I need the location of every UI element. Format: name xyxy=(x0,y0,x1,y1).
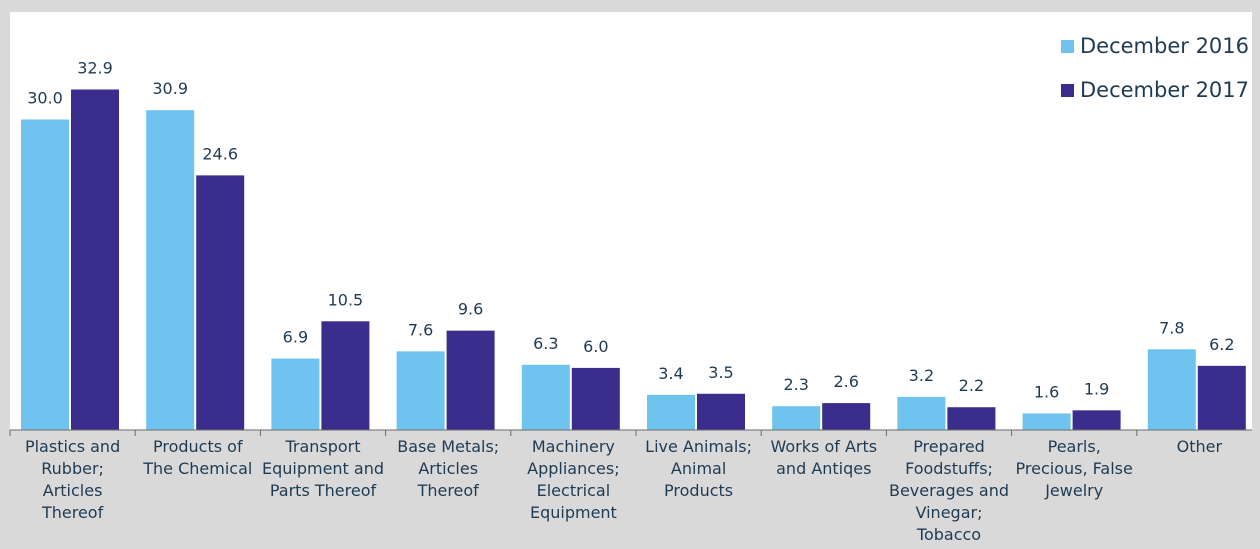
legend-label-2016: December 2016 xyxy=(1080,34,1249,58)
category-label-8: Pearls, Precious, False Jewelry xyxy=(1016,437,1133,500)
bar-2016-3 xyxy=(396,351,445,430)
legend-swatch-2016 xyxy=(1061,40,1074,53)
bar-2016-5 xyxy=(647,394,695,430)
value-label-2017-0: 32.9 xyxy=(77,58,113,77)
bar-2016-7 xyxy=(897,396,946,430)
legend: December 2016 December 2017 xyxy=(1061,34,1249,102)
category-label-2: Transport Equipment and Parts Thereof xyxy=(262,437,384,500)
bar-2016-9 xyxy=(1147,349,1196,430)
value-label-2017-5: 3.5 xyxy=(708,363,733,382)
legend-label-2017: December 2017 xyxy=(1080,78,1249,102)
bar-2016-0 xyxy=(21,119,69,430)
bars-group xyxy=(21,89,1246,431)
category-label-4: Machinery Appliances; Electrical Equipment xyxy=(527,437,619,522)
value-label-2016-2: 6.9 xyxy=(283,328,308,347)
value-label-2017-7: 2.2 xyxy=(959,376,984,395)
bar-2017-9 xyxy=(1197,365,1246,430)
value-label-2017-6: 2.6 xyxy=(833,372,858,391)
bar-2016-6 xyxy=(772,406,821,430)
category-label-7: Prepared Foodstuffs; Beverages and Vinegar;… xyxy=(889,437,1009,544)
value-label-2016-1: 30.9 xyxy=(152,79,188,98)
bar-2017-7 xyxy=(947,407,996,430)
bar-2016-1 xyxy=(146,110,195,430)
value-label-2017-8: 1.9 xyxy=(1084,379,1109,398)
value-label-2017-1: 24.6 xyxy=(202,144,238,163)
bar-2017-3 xyxy=(446,330,495,430)
category-label-3: Base Metals; Articles Thereof xyxy=(397,437,499,500)
value-label-2017-9: 6.2 xyxy=(1209,335,1234,354)
category-label-5: Live Animals; Animal Products xyxy=(645,437,752,500)
x-ticks-group xyxy=(9,430,1138,436)
value-labels-group: 30.0 32.9 30.9 24.6 6.9 10.5 7.6 9.6 6.3 6.0 3.4 3.… xyxy=(27,58,1234,401)
bar-2017-6 xyxy=(822,403,871,430)
category-label-0: Plastics and Rubber; Articles Thereof xyxy=(25,437,120,522)
value-label-2016-8: 1.6 xyxy=(1034,382,1059,401)
bar-2016-2 xyxy=(271,358,320,430)
bar-2017-4 xyxy=(571,367,620,430)
category-label-6: Works of Arts and Antiqes xyxy=(771,437,878,478)
value-label-2016-4: 6.3 xyxy=(533,334,558,353)
category-labels-group: Plastics and Rubber; Articles Thereof Produc… xyxy=(25,437,1223,544)
value-label-2017-3: 9.6 xyxy=(458,300,483,319)
bar-2017-5 xyxy=(697,393,745,430)
value-label-2017-4: 6.0 xyxy=(583,337,608,356)
legend-swatch-2017 xyxy=(1061,84,1074,97)
value-label-2016-7: 3.2 xyxy=(909,366,934,385)
value-label-2017-2: 10.5 xyxy=(328,290,364,309)
value-label-2016-3: 7.6 xyxy=(408,320,433,339)
bar-2017-1 xyxy=(196,175,245,430)
category-label-1: Products of The Chemical xyxy=(142,437,252,478)
bar-2017-0 xyxy=(71,89,119,431)
value-label-2016-0: 30.0 xyxy=(27,89,63,108)
value-label-2016-5: 3.4 xyxy=(658,364,683,383)
bar-2016-8 xyxy=(1022,413,1071,430)
bar-2017-8 xyxy=(1072,410,1121,430)
category-label-9: Other xyxy=(1177,437,1223,456)
bar-2017-2 xyxy=(321,321,370,430)
bar-2016-4 xyxy=(521,364,570,430)
value-label-2016-6: 2.3 xyxy=(783,375,808,394)
value-label-2016-9: 7.8 xyxy=(1159,318,1184,337)
